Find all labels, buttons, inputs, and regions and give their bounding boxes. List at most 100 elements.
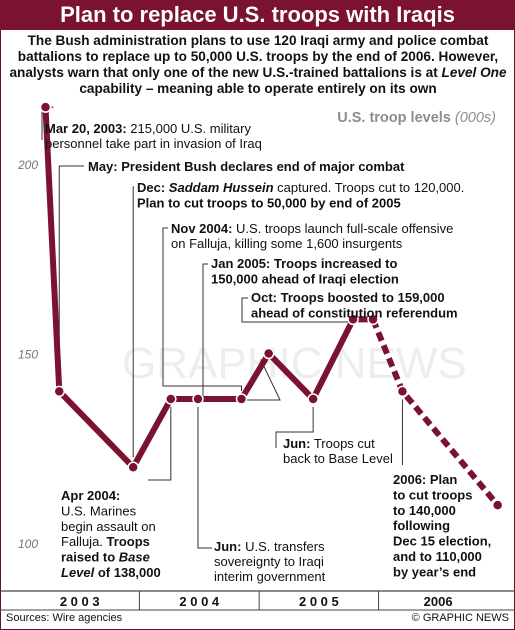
annotation-line: U.S. Marines (61, 503, 137, 518)
annotation-run: captured. Troops cut to 120,000. (274, 180, 465, 195)
annotation-line: interim government (214, 569, 326, 584)
annotation-run: by year’s end (393, 564, 476, 579)
y-tick-label: 200 (17, 158, 38, 172)
annotation-run: to cut troops (393, 487, 472, 502)
data-point (262, 347, 275, 360)
year-label: 2 0 0 3 (60, 594, 100, 609)
annotation-run: begin assault on (61, 519, 156, 534)
annotation-line: following (393, 518, 450, 533)
annotation-run: sovereignty to Iraqi (214, 554, 324, 569)
annotation-run: 215,000 U.S. military (127, 121, 252, 136)
annotation-run: Jun: (214, 539, 241, 554)
y-tick-label: 100 (18, 537, 38, 551)
annotation-line: Falluja. Troops (61, 534, 150, 549)
annotation-run: U.S. transfers (241, 539, 325, 554)
annotation-run: Jan 2005: Troops increased to (211, 256, 397, 271)
annotation-line: ahead of constitution referendum (251, 306, 458, 321)
annotation-run: back to Base Level (283, 451, 393, 466)
year-label: 2006 (424, 594, 453, 609)
annotation-line: back to Base Level (283, 451, 393, 466)
annotation-line: Oct: Troops boosted to 159,000 (251, 290, 445, 305)
annotation-run: of 138,000 (94, 565, 161, 580)
annotation-line: 150,000 ahead of Iraqi election (211, 272, 399, 287)
annotation-run: U.S. troops launch full-scale offensive (232, 221, 453, 236)
data-point (347, 313, 359, 326)
annotation-run: 150,000 ahead of Iraqi election (211, 272, 399, 287)
annotation-run: Nov 2004: (171, 221, 232, 236)
leader-may2003 (58, 165, 84, 384)
annotation-line: Level of 138,000 (61, 565, 161, 580)
annotation-layer: Mar 20, 2003: 215,000 U.S. militaryperso… (45, 121, 491, 584)
credit-text: © GRAPHIC NEWS (411, 612, 509, 624)
year-label: 2 0 0 5 (299, 594, 339, 609)
annotation-run: Apr 2004: (61, 488, 120, 503)
marker-layer (39, 101, 504, 511)
leader-nov2004 (162, 227, 242, 391)
annotation-run: interim government (214, 569, 326, 584)
annotation-line: by year’s end (393, 564, 476, 579)
annotation-run: Saddam Hussein (169, 180, 274, 195)
annotation-run: Base (119, 550, 150, 565)
annotation-run: Level (61, 565, 95, 580)
annotation-line: Nov 2004: U.S. troops launch full-scale … (171, 221, 453, 236)
annotation-line: to 140,000 (393, 503, 456, 518)
annotation-run: U.S. Marines (61, 503, 137, 518)
annotation-line: Jun: Troops cut (283, 436, 375, 451)
data-point (127, 461, 139, 473)
annotation-run: Troops cut (310, 436, 375, 451)
annotation-run: Dec: (137, 180, 169, 195)
annotation-line: on Falluja, killing some 1,600 insurgent… (171, 236, 403, 251)
intro-part1: The Bush administration plans to use 120… (9, 33, 499, 80)
annotation-run: following (393, 518, 450, 533)
annotation-may2003: May: President Bush declares end of majo… (88, 159, 405, 174)
y-tick-label: 150 (18, 348, 38, 362)
y-axis-label: U.S. troop levels (000s) (337, 110, 496, 126)
data-point (235, 393, 248, 405)
sources-text: Sources: Wire agencies (6, 612, 123, 624)
annotation-line: Jun: U.S. transfers (214, 539, 325, 554)
annotation-line: to cut troops (393, 487, 472, 502)
annotation-run: raised to (61, 550, 119, 565)
annotation-run: ahead of constitution referendum (251, 306, 458, 321)
axis-layer: U.S. troop levels (000s) 200 150 100 2 0 0 3… (0, 110, 515, 611)
annotation-run: Troops (107, 534, 150, 549)
data-point (396, 385, 409, 398)
data-point (39, 101, 52, 113)
data-point (53, 385, 66, 398)
annotation-run: Dec 15 election, (393, 534, 491, 549)
annotation-line: Apr 2004: (61, 488, 120, 503)
annotation-run: 2006: Plan (393, 472, 457, 487)
annotation-line: personnel take part in invasion of Iraq (45, 136, 262, 151)
annotation-line: Dec 15 election, (393, 534, 491, 549)
annotation-run: Plan to cut troops to 50,000 by end of 2… (137, 196, 401, 211)
data-point (491, 499, 504, 511)
annotation-line: 2006: Plan (393, 472, 457, 487)
annotation-mar2003: Mar 20, 2003: 215,000 U.S. militaryperso… (45, 121, 262, 151)
series-line-solid (42, 107, 373, 473)
annotation-line: May: President Bush declares end of majo… (88, 159, 405, 174)
annotation-run: Falluja. (61, 534, 107, 549)
annotation-run: to 140,000 (393, 503, 456, 518)
annotation-line: Mar 20, 2003: 215,000 U.S. military (45, 121, 251, 136)
annotation-run: Oct: Troops boosted to 159,000 (251, 290, 445, 305)
page-title: Plan to replace U.S. troops with Iraqis (0, 0, 515, 30)
data-point (367, 313, 379, 326)
annotation-line: and to 110,000 (393, 549, 482, 564)
leader-dec2003 (132, 186, 134, 458)
annotation-line: Jan 2005: Troops increased to (211, 256, 397, 271)
annotation-nov2004: Nov 2004: U.S. troops launch full-scale … (171, 221, 453, 251)
annotation-line: Dec: Saddam Hussein captured. Troops cut… (137, 180, 464, 195)
y-axis-label-unit: (000s) (455, 110, 496, 126)
annotation-line: sovereignty to Iraqi (214, 554, 324, 569)
annotation-run: May: President Bush declares end of majo… (88, 159, 405, 174)
leader-apr2004 (148, 406, 172, 481)
annotation-dec2003: Dec: Saddam Hussein captured. Troops cut… (137, 180, 464, 211)
leader-jun2005 (275, 406, 314, 448)
